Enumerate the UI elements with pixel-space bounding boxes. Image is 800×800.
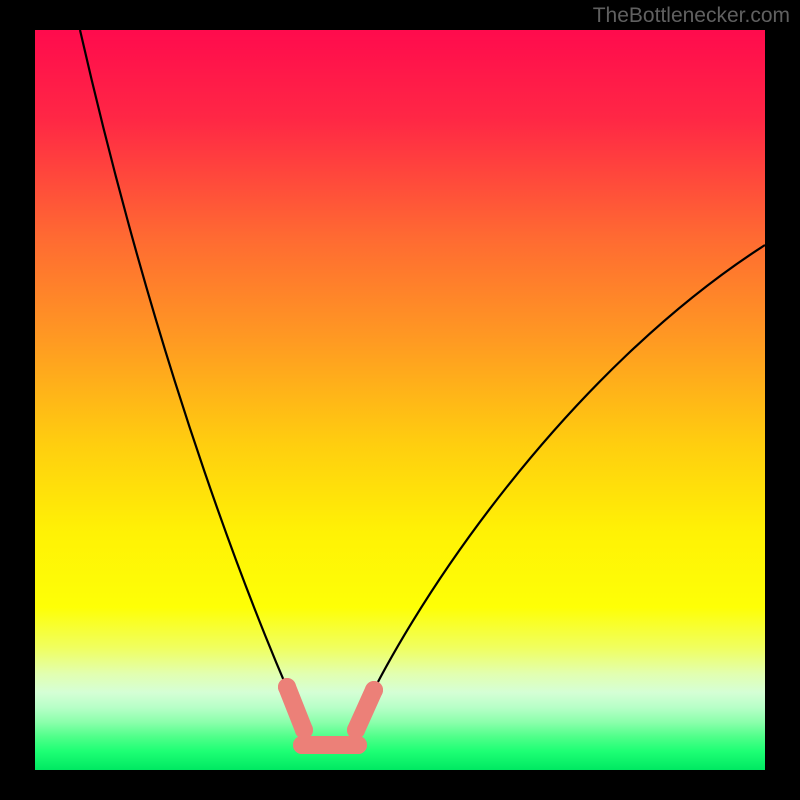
watermark-text: TheBottlenecker.com: [593, 4, 790, 28]
bottleneck-chart: [0, 0, 800, 800]
plot-background: [35, 30, 765, 770]
chart-container: TheBottlenecker.com: [0, 0, 800, 800]
